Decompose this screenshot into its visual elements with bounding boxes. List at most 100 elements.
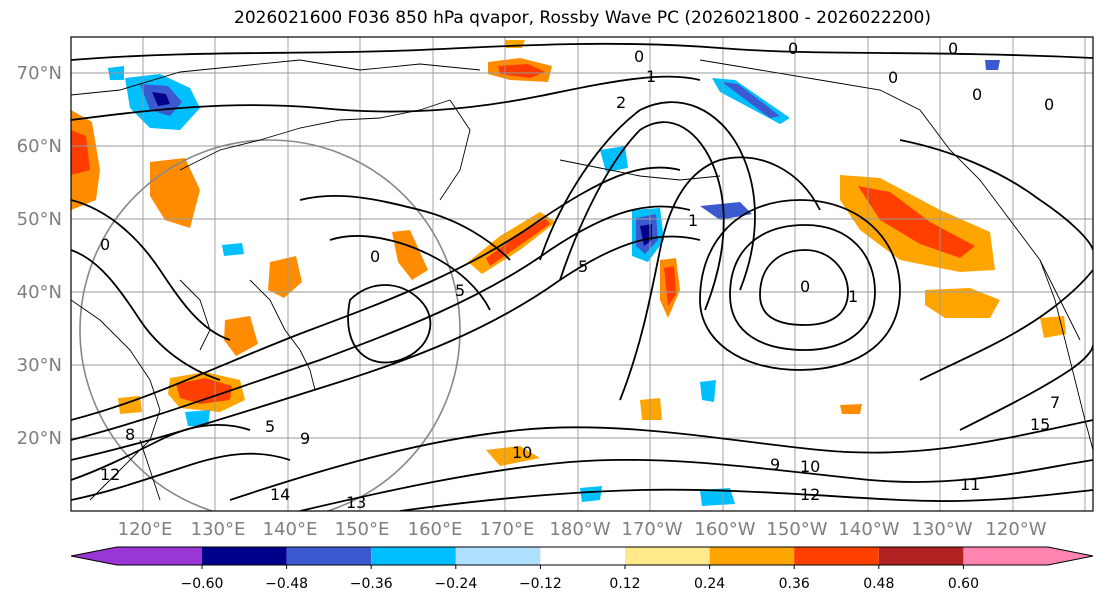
contour-label: 9 <box>770 455 780 474</box>
contour-label: 13 <box>346 493 366 512</box>
lon-label: 140°W <box>838 519 899 540</box>
colorbar-tick-labels: −0.60 −0.48 −0.36 −0.24 −0.12 0.12 0.24 … <box>181 576 979 592</box>
contour-jet-1 <box>71 166 681 421</box>
lon-label: 180°W <box>549 519 610 540</box>
shade-manchuria-orange <box>150 158 200 228</box>
contour-label: 5 <box>455 281 465 300</box>
map-frame <box>70 36 1094 512</box>
contour-label: 9 <box>300 429 310 448</box>
gridlines <box>71 37 1093 511</box>
colorbar-tick-label: 0.60 <box>948 576 979 592</box>
colorbar-tick-label: 0.12 <box>609 576 640 592</box>
shade-blue-sw-4 <box>185 410 210 426</box>
coast-japan <box>249 279 316 391</box>
colorbar-tick-label: −0.12 <box>519 576 562 592</box>
contour-south-1 <box>229 419 1093 501</box>
lat-label: 70°N <box>17 63 62 84</box>
contour-west-1 <box>71 199 231 341</box>
lon-label: 120°W <box>985 519 1046 540</box>
colorbar-tick-label: 0.36 <box>779 576 810 592</box>
contour-east-3 <box>959 344 1093 431</box>
shade-orange-s-2 <box>640 398 662 420</box>
colorbar-tick-label: −0.48 <box>265 576 308 592</box>
shade-sw-orange <box>486 446 540 466</box>
coast-asia-north <box>71 59 481 96</box>
coast-philippines <box>139 439 161 501</box>
shade-south-orange <box>840 404 862 414</box>
shade-nwpac-red <box>486 218 550 266</box>
lon-label: 120°E <box>118 519 173 540</box>
colorbar-tick-label: −0.24 <box>434 576 477 592</box>
shade-blue-small-4 <box>985 60 1000 70</box>
contour-label: 0 <box>888 68 898 87</box>
colorbar-segment <box>709 547 795 565</box>
lat-label: 30°N <box>17 355 62 376</box>
shade-blue-sw-3 <box>580 486 602 502</box>
contour-mid-2 <box>329 235 491 311</box>
colorbar-tick-label: 0.24 <box>694 576 725 592</box>
contour-label: 7 <box>1050 393 1060 412</box>
shade-bering-dark <box>722 82 780 118</box>
shade-blue-sw-2 <box>700 380 716 402</box>
shade-blue-small-1 <box>222 243 244 256</box>
lon-label: 130°E <box>191 519 246 540</box>
shade-kamchatka-red <box>498 64 545 78</box>
contour-south-2 <box>299 458 1093 511</box>
contour-ridge-1 <box>539 101 756 291</box>
contour-label: 10 <box>800 457 820 476</box>
contour-label: 11 <box>960 475 980 494</box>
contour-label: 14 <box>270 485 290 504</box>
contour-label: 5 <box>265 417 275 436</box>
longitude-labels: 120°E 130°E 140°E 150°E 160°E 170°E 180°… <box>118 519 1047 540</box>
contour-label: 0 <box>634 47 644 66</box>
contour-label: 0 <box>800 277 810 296</box>
shade-blue-patch-2 <box>700 202 752 220</box>
map-area[interactable]: 0 0 0 0 0 0 1 2 5 0 1 0 10 9 10 12 14 13… <box>71 37 1093 520</box>
map-title: 2026021600 F036 850 hPa qvapor, Rossby W… <box>234 8 931 28</box>
colorbar-segment <box>455 547 541 565</box>
coast-aleutians <box>559 159 721 181</box>
colorbar-segment <box>540 547 625 565</box>
lat-label: 40°N <box>17 282 62 303</box>
latitude-labels: 70°N 60°N 50°N 40°N 30°N 20°N <box>17 63 62 449</box>
coast-korea <box>179 279 211 351</box>
contour-high-1 <box>699 199 901 371</box>
contour-north-1 <box>71 42 1093 61</box>
colorbar-segment <box>286 547 372 565</box>
colorbar-segment <box>878 547 964 565</box>
colorbar-segment <box>71 547 202 565</box>
contour-sw-2 <box>71 452 291 501</box>
colorbar-outline <box>70 546 1094 566</box>
contour-lines <box>71 42 1093 511</box>
shade-alaska-red <box>858 186 975 258</box>
contour-jet-2 <box>71 205 691 441</box>
contour-west-2 <box>71 249 221 381</box>
colorbar-segment <box>202 547 287 565</box>
shade-west-red <box>71 130 90 175</box>
contour-trough-1 <box>619 156 821 401</box>
contour-high-2 <box>729 224 876 351</box>
shade-ecs-red <box>176 378 232 404</box>
lon-label: 140°E <box>263 519 318 540</box>
contour-label: 1 <box>688 211 698 230</box>
colorbar-segment <box>794 547 879 565</box>
contour-east-1 <box>899 139 1093 251</box>
contour-south-3 <box>399 488 1093 511</box>
contour-label: 10 <box>512 443 532 462</box>
lat-label: 20°N <box>17 428 62 449</box>
contour-label: 0 <box>948 39 958 58</box>
shade-jet-red <box>664 266 676 306</box>
contour-label: 1 <box>848 287 858 306</box>
contour-sw-1 <box>71 423 251 481</box>
lon-label: 160°E <box>408 519 463 540</box>
contour-label: 0 <box>100 235 110 254</box>
contour-labels: 0 0 0 0 0 0 1 2 5 0 1 0 10 9 10 12 14 13… <box>100 39 1060 512</box>
contour-ridge-2 <box>559 121 725 311</box>
colorbar-segment <box>963 547 1093 565</box>
coastlines <box>71 59 1093 501</box>
lon-label: 170°W <box>621 519 682 540</box>
shade-east-orange <box>1040 316 1066 338</box>
contour-label: 8 <box>125 425 135 444</box>
lon-label: 170°E <box>480 519 535 540</box>
contour-mid-1 <box>299 195 511 261</box>
